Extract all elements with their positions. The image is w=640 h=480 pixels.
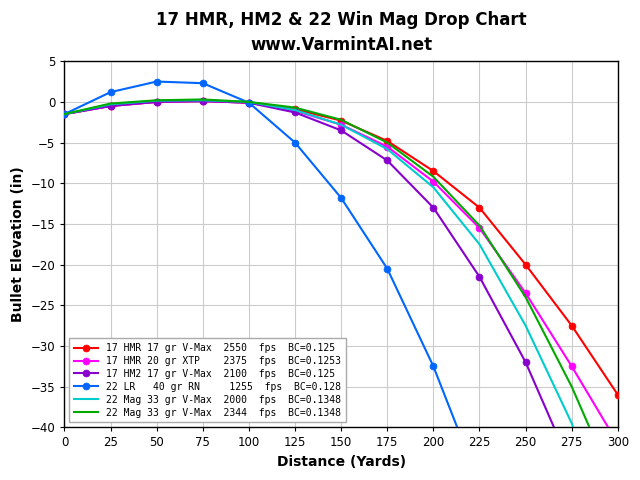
- 22 Mag 33 gr V-Max  2000  fps  BC=0.1348: [337, 122, 345, 128]
- 22 Mag 33 gr V-Max  2000  fps  BC=0.1348: [291, 107, 299, 113]
- 22 Mag 33 gr V-Max  2344  fps  BC=0.1348: [476, 223, 483, 228]
- 22 Mag 33 gr V-Max  2000  fps  BC=0.1348: [383, 146, 391, 152]
- 17 HM2 17 gr V-Max  2100  fps  BC=0.125: [522, 360, 529, 365]
- 22 Mag 33 gr V-Max  2000  fps  BC=0.1348: [429, 184, 437, 190]
- 22 Mag 33 gr V-Max  2000  fps  BC=0.1348: [476, 241, 483, 247]
- Y-axis label: Bullet Elevation (in): Bullet Elevation (in): [11, 167, 25, 322]
- 17 HMR 20 gr XTP    2375  fps  BC=0.1253: [476, 225, 483, 231]
- 17 HMR 17 gr V-Max  2550  fps  BC=0.125: [476, 205, 483, 211]
- 22 LR   40 gr RN     1255  fps  BC=0.128: [61, 111, 68, 117]
- 17 HM2 17 gr V-Max  2100  fps  BC=0.125: [429, 205, 437, 211]
- 22 LR   40 gr RN     1255  fps  BC=0.128: [383, 266, 391, 272]
- 22 Mag 33 gr V-Max  2000  fps  BC=0.1348: [199, 97, 207, 103]
- 22 Mag 33 gr V-Max  2344  fps  BC=0.1348: [429, 174, 437, 180]
- 17 HM2 17 gr V-Max  2100  fps  BC=0.125: [61, 111, 68, 117]
- 22 LR   40 gr RN     1255  fps  BC=0.128: [291, 140, 299, 145]
- 22 Mag 33 gr V-Max  2000  fps  BC=0.1348: [245, 99, 253, 105]
- 17 HM2 17 gr V-Max  2100  fps  BC=0.125: [383, 157, 391, 163]
- 17 HMR 20 gr XTP    2375  fps  BC=0.1253: [614, 441, 621, 446]
- 17 HM2 17 gr V-Max  2100  fps  BC=0.125: [291, 109, 299, 115]
- 22 LR   40 gr RN     1255  fps  BC=0.128: [199, 80, 207, 86]
- 17 HMR 17 gr V-Max  2550  fps  BC=0.125: [245, 100, 253, 106]
- 17 HM2 17 gr V-Max  2100  fps  BC=0.125: [199, 98, 207, 104]
- 22 LR   40 gr RN     1255  fps  BC=0.128: [429, 363, 437, 369]
- Line: 22 Mag 33 gr V-Max  2000  fps  BC=0.1348: 22 Mag 33 gr V-Max 2000 fps BC=0.1348: [65, 100, 618, 480]
- 22 Mag 33 gr V-Max  2344  fps  BC=0.1348: [199, 96, 207, 102]
- Line: 22 LR   40 gr RN     1255  fps  BC=0.128: 22 LR 40 gr RN 1255 fps BC=0.128: [61, 78, 483, 480]
- 17 HMR 20 gr XTP    2375  fps  BC=0.1253: [245, 100, 253, 106]
- 22 Mag 33 gr V-Max  2344  fps  BC=0.1348: [291, 105, 299, 110]
- 17 HMR 17 gr V-Max  2550  fps  BC=0.125: [614, 392, 621, 397]
- 22 Mag 33 gr V-Max  2344  fps  BC=0.1348: [61, 111, 68, 117]
- 22 Mag 33 gr V-Max  2344  fps  BC=0.1348: [107, 101, 115, 107]
- 17 HMR 20 gr XTP    2375  fps  BC=0.1253: [107, 103, 115, 109]
- 22 LR   40 gr RN     1255  fps  BC=0.128: [107, 89, 115, 95]
- 17 HMR 20 gr XTP    2375  fps  BC=0.1253: [61, 111, 68, 117]
- 17 HMR 17 gr V-Max  2550  fps  BC=0.125: [429, 168, 437, 174]
- Title: 17 HMR, HM2 & 22 Win Mag Drop Chart
www.VarmintAI.net: 17 HMR, HM2 & 22 Win Mag Drop Chart www.…: [156, 11, 527, 54]
- 22 Mag 33 gr V-Max  2000  fps  BC=0.1348: [568, 420, 575, 426]
- 17 HM2 17 gr V-Max  2100  fps  BC=0.125: [107, 103, 115, 109]
- 22 LR   40 gr RN     1255  fps  BC=0.128: [245, 100, 253, 106]
- 17 HMR 20 gr XTP    2375  fps  BC=0.1253: [199, 98, 207, 104]
- 17 HM2 17 gr V-Max  2100  fps  BC=0.125: [476, 274, 483, 280]
- 17 HMR 20 gr XTP    2375  fps  BC=0.1253: [568, 363, 575, 369]
- 22 Mag 33 gr V-Max  2344  fps  BC=0.1348: [522, 294, 529, 300]
- 22 Mag 33 gr V-Max  2000  fps  BC=0.1348: [522, 323, 529, 328]
- 17 HMR 20 gr XTP    2375  fps  BC=0.1253: [522, 290, 529, 296]
- 17 HM2 17 gr V-Max  2100  fps  BC=0.125: [568, 465, 575, 471]
- Line: 17 HMR 17 gr V-Max  2550  fps  BC=0.125: 17 HMR 17 gr V-Max 2550 fps BC=0.125: [61, 97, 621, 398]
- 22 Mag 33 gr V-Max  2344  fps  BC=0.1348: [337, 117, 345, 123]
- 22 LR   40 gr RN     1255  fps  BC=0.128: [153, 79, 161, 84]
- 17 HM2 17 gr V-Max  2100  fps  BC=0.125: [337, 128, 345, 133]
- 17 HMR 20 gr XTP    2375  fps  BC=0.1253: [383, 144, 391, 150]
- 17 HMR 17 gr V-Max  2550  fps  BC=0.125: [61, 111, 68, 117]
- 17 HMR 17 gr V-Max  2550  fps  BC=0.125: [153, 99, 161, 105]
- 17 HMR 17 gr V-Max  2550  fps  BC=0.125: [199, 98, 207, 104]
- 17 HMR 20 gr XTP    2375  fps  BC=0.1253: [153, 99, 161, 105]
- 22 Mag 33 gr V-Max  2344  fps  BC=0.1348: [153, 97, 161, 103]
- 22 Mag 33 gr V-Max  2000  fps  BC=0.1348: [107, 101, 115, 107]
- 17 HMR 20 gr XTP    2375  fps  BC=0.1253: [429, 179, 437, 184]
- 17 HMR 17 gr V-Max  2550  fps  BC=0.125: [337, 118, 345, 123]
- 17 HMR 17 gr V-Max  2550  fps  BC=0.125: [291, 107, 299, 112]
- 17 HMR 20 gr XTP    2375  fps  BC=0.1253: [291, 108, 299, 114]
- 22 Mag 33 gr V-Max  2344  fps  BC=0.1348: [245, 99, 253, 105]
- 22 Mag 33 gr V-Max  2000  fps  BC=0.1348: [61, 111, 68, 117]
- 17 HMR 17 gr V-Max  2550  fps  BC=0.125: [568, 323, 575, 328]
- 17 HMR 17 gr V-Max  2550  fps  BC=0.125: [383, 138, 391, 144]
- 22 LR   40 gr RN     1255  fps  BC=0.128: [337, 195, 345, 201]
- 22 Mag 33 gr V-Max  2000  fps  BC=0.1348: [153, 98, 161, 104]
- 17 HM2 17 gr V-Max  2100  fps  BC=0.125: [153, 99, 161, 105]
- 17 HMR 20 gr XTP    2375  fps  BC=0.1253: [337, 122, 345, 128]
- Legend: 17 HMR 17 gr V-Max  2550  fps  BC=0.125, 17 HMR 20 gr XTP    2375  fps  BC=0.125: 17 HMR 17 gr V-Max 2550 fps BC=0.125, 17…: [69, 338, 346, 422]
- 17 HMR 17 gr V-Max  2550  fps  BC=0.125: [107, 103, 115, 109]
- 17 HMR 17 gr V-Max  2550  fps  BC=0.125: [522, 262, 529, 267]
- X-axis label: Distance (Yards): Distance (Yards): [276, 455, 406, 469]
- 17 HM2 17 gr V-Max  2100  fps  BC=0.125: [245, 100, 253, 106]
- Line: 17 HMR 20 gr XTP    2375  fps  BC=0.1253: 17 HMR 20 gr XTP 2375 fps BC=0.1253: [61, 97, 621, 447]
- 22 Mag 33 gr V-Max  2344  fps  BC=0.1348: [568, 384, 575, 389]
- Line: 17 HM2 17 gr V-Max  2100  fps  BC=0.125: 17 HM2 17 gr V-Max 2100 fps BC=0.125: [61, 97, 575, 471]
- Line: 22 Mag 33 gr V-Max  2344  fps  BC=0.1348: 22 Mag 33 gr V-Max 2344 fps BC=0.1348: [65, 99, 618, 480]
- 22 Mag 33 gr V-Max  2344  fps  BC=0.1348: [383, 140, 391, 145]
